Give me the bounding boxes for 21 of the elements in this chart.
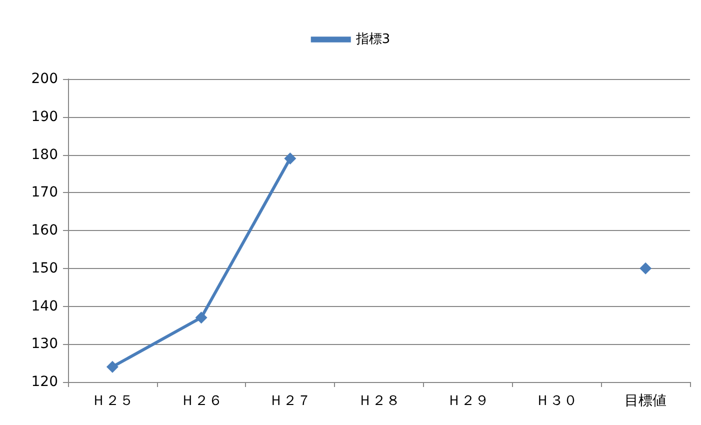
y-tick-label: 160 xyxy=(31,222,58,238)
y-tick-label: 120 xyxy=(31,374,58,390)
point xyxy=(640,262,652,274)
x-tick-label: Ｈ２７ xyxy=(269,393,312,409)
y-tick-label: 190 xyxy=(31,108,58,125)
x-tick-label: Ｈ２６ xyxy=(180,393,222,409)
point xyxy=(284,152,296,165)
y-tick-label: 180 xyxy=(31,146,58,163)
legend-label: 指標3 xyxy=(354,32,390,47)
y-tick-label: 150 xyxy=(31,260,58,276)
x-tick-label: Ｈ２５ xyxy=(91,393,134,409)
y-tick-label: 140 xyxy=(31,298,58,314)
y-tick-label: 130 xyxy=(31,336,58,352)
point xyxy=(106,360,118,373)
x-tick-label: Ｈ２８ xyxy=(358,393,400,409)
y-tick-label: 170 xyxy=(31,184,58,201)
x-tick-label: Ｈ２９ xyxy=(446,393,489,409)
y-tick-label: 200 xyxy=(31,71,58,87)
x-tick-label: 目標値 xyxy=(624,393,667,409)
x-tick-label: Ｈ３０ xyxy=(536,393,578,409)
point xyxy=(195,312,208,324)
